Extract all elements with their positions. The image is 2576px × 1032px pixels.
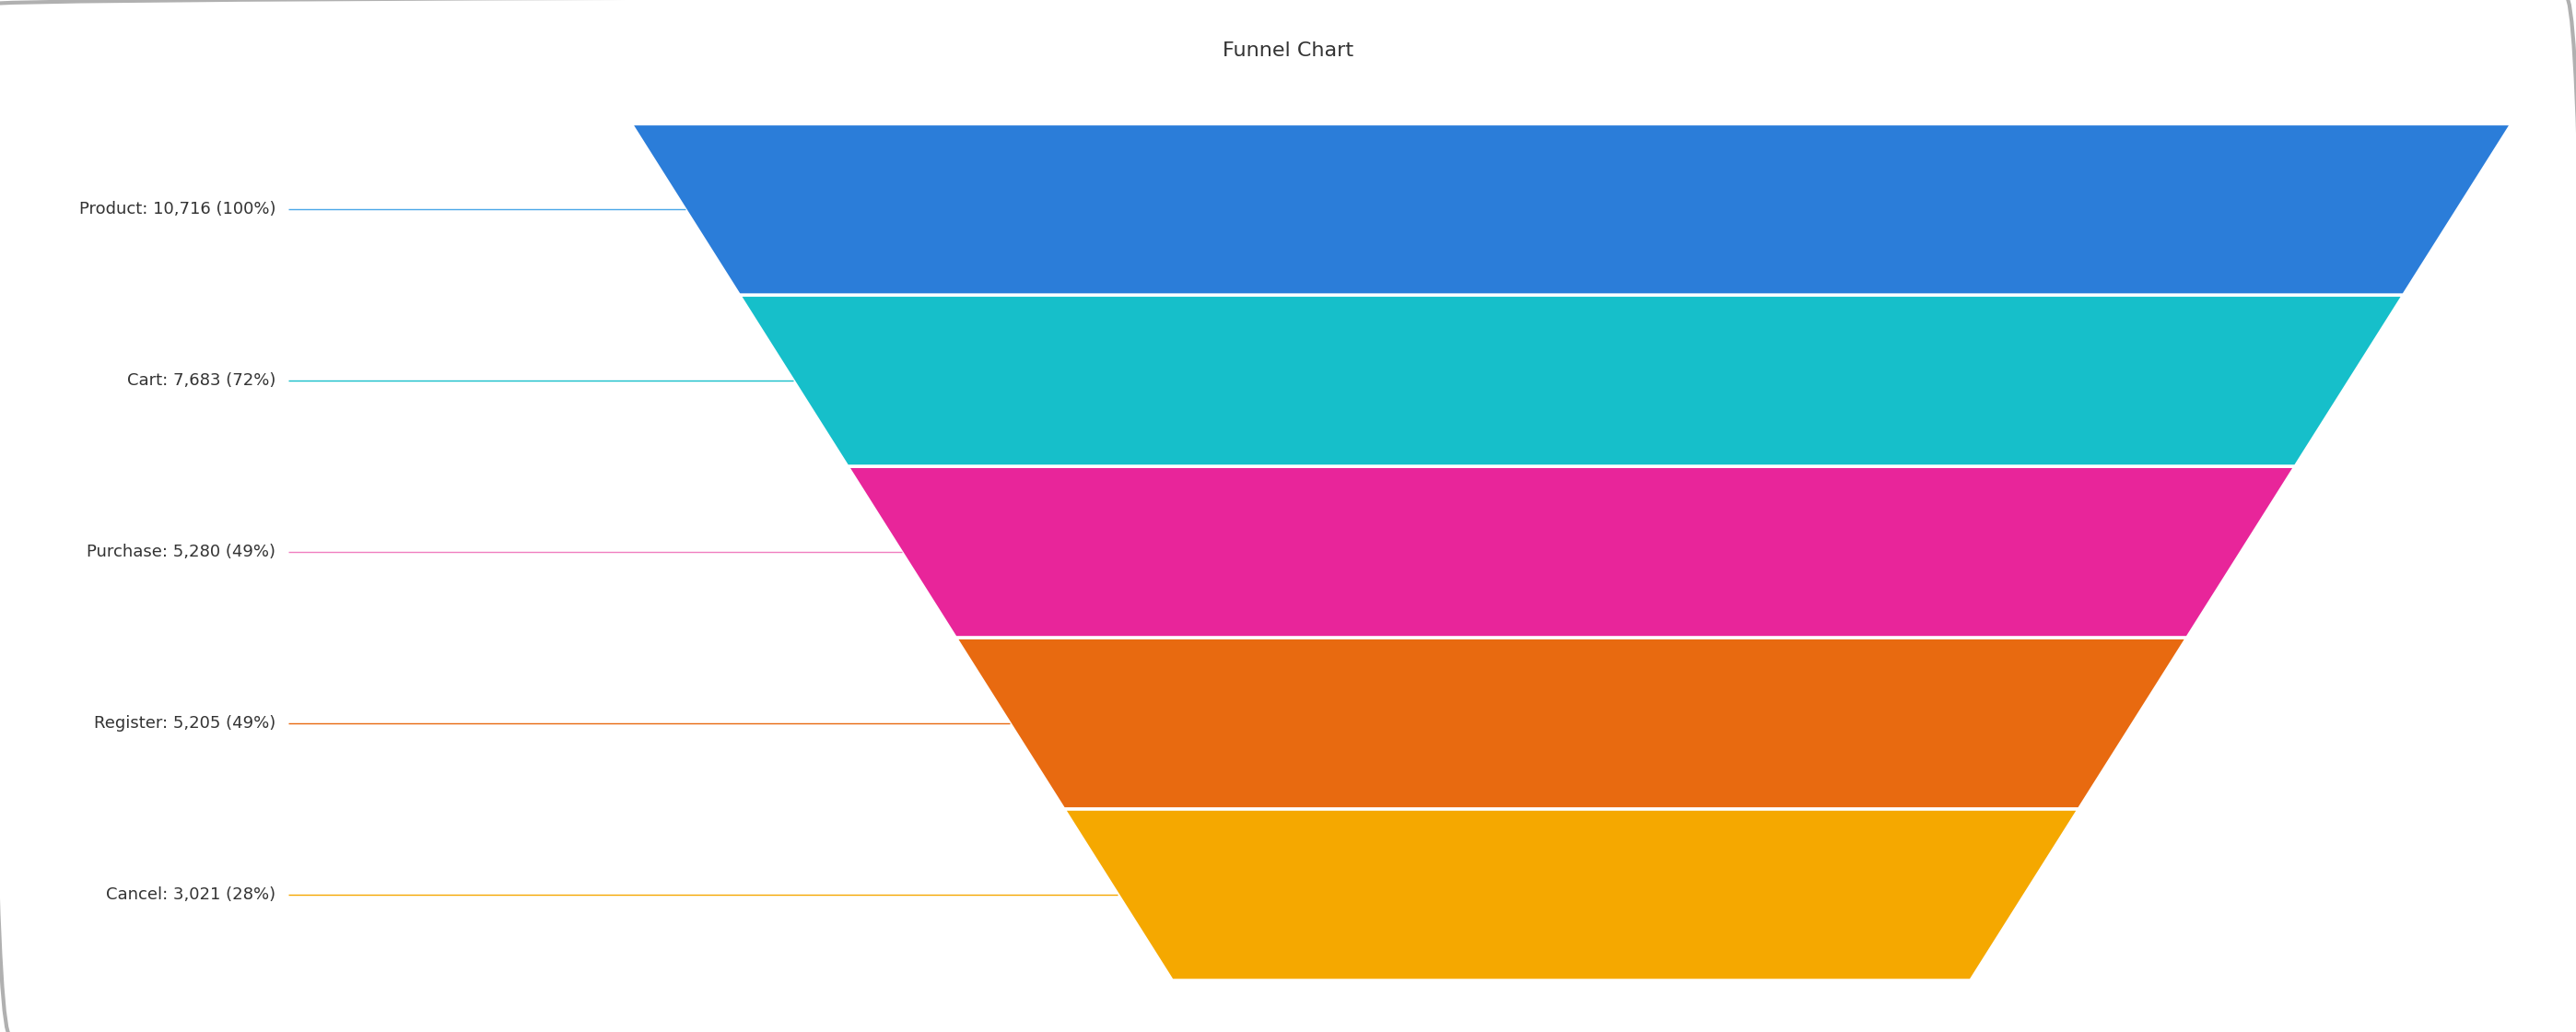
Text: Funnel Chart: Funnel Chart [1224, 41, 1352, 60]
Polygon shape [739, 295, 2403, 466]
Polygon shape [1064, 809, 2079, 980]
Text: Register: 5,205 (49%): Register: 5,205 (49%) [93, 715, 276, 732]
Polygon shape [956, 638, 2187, 809]
Text: Product: 10,716 (100%): Product: 10,716 (100%) [80, 201, 276, 218]
Text: Cancel: 3,021 (28%): Cancel: 3,021 (28%) [106, 886, 276, 903]
Polygon shape [631, 124, 2512, 295]
Text: Purchase: 5,280 (49%): Purchase: 5,280 (49%) [88, 544, 276, 560]
Text: Cart: 7,683 (72%): Cart: 7,683 (72%) [126, 373, 276, 389]
Polygon shape [848, 466, 2295, 638]
